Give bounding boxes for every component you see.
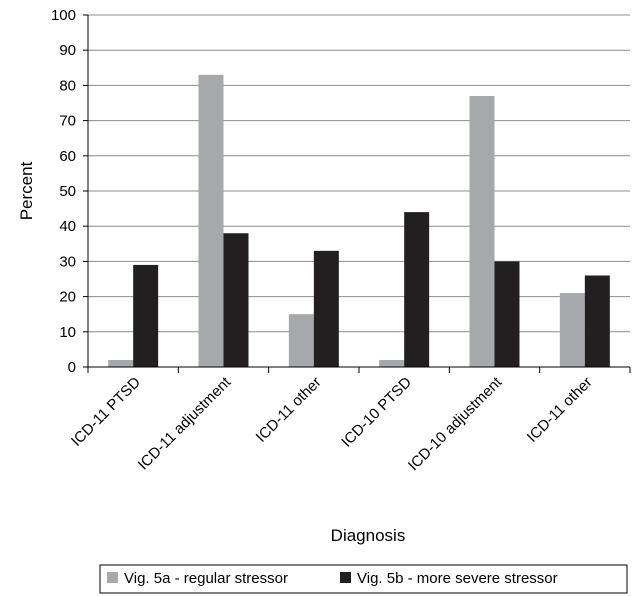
x-tick-label: ICD-10 adjustment <box>405 373 506 474</box>
bar-series-2-3 <box>313 250 339 367</box>
y-tick-label: 30 <box>59 253 76 270</box>
y-tick-label: 50 <box>59 183 76 200</box>
y-tick-label: 0 <box>68 359 76 376</box>
legend-label-series-2: Vig. 5b - more severe stressor <box>357 570 558 587</box>
gridlines <box>88 14 630 333</box>
y-tick-label: 20 <box>59 289 76 306</box>
y-axis-ticks: 0 10 20 30 40 50 60 70 80 90 100 <box>51 7 88 376</box>
bar-series-2-5 <box>494 261 520 367</box>
y-tick-label: 100 <box>51 7 76 24</box>
bar-series-1-4 <box>379 359 405 367</box>
x-tick-label: ICD-11 other <box>253 374 325 446</box>
bar-series-2-6 <box>584 275 610 367</box>
bar-series-2-1 <box>133 264 159 367</box>
bar-series-1-2 <box>198 74 224 367</box>
y-tick-label: 70 <box>59 113 76 130</box>
bar-series-1-3 <box>288 314 314 367</box>
bars <box>108 74 610 368</box>
bar-series-1-6 <box>559 293 585 367</box>
y-tick-label: 80 <box>59 77 76 94</box>
x-tick-label: ICD-11 adjustment <box>135 373 235 473</box>
y-axis-label: Percent <box>17 161 36 220</box>
bar-series-2-4 <box>404 212 430 367</box>
x-tick-label: ICD-11 other <box>524 374 596 446</box>
x-tick-label: ICD-11 PTSD <box>68 374 144 450</box>
x-axis-label: Diagnosis <box>331 526 406 545</box>
bar-series-1-1 <box>108 359 134 367</box>
y-tick-label: 10 <box>59 324 76 341</box>
legend: Vig. 5a - regular stressor Vig. 5b - mor… <box>99 564 628 594</box>
legend-label-series-1: Vig. 5a - regular stressor <box>124 570 288 587</box>
legend-swatch-series-2 <box>340 572 351 583</box>
y-tick-label: 60 <box>59 148 76 165</box>
y-tick-label: 40 <box>59 218 76 235</box>
bar-series-2-2 <box>223 233 249 367</box>
legend-swatch-series-1 <box>107 572 118 583</box>
legend-box <box>99 564 628 594</box>
y-tick-label: 90 <box>59 42 76 59</box>
bar-series-1-5 <box>469 95 495 368</box>
x-tick-label: ICD-10 PTSD <box>338 374 415 451</box>
